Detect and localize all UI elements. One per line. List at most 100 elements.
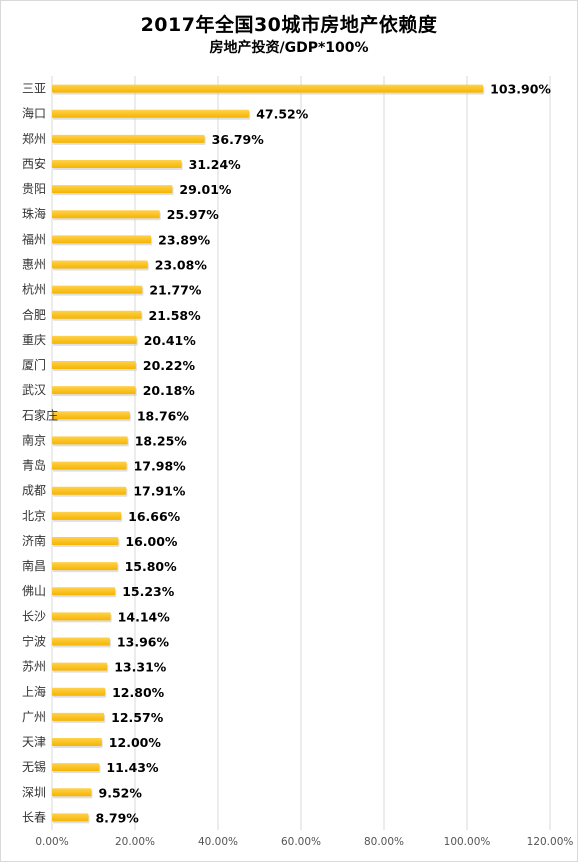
bar bbox=[52, 134, 205, 143]
x-tick-label: 100.00% bbox=[444, 836, 491, 848]
data-label: 15.23% bbox=[122, 584, 175, 599]
data-label: 14.14% bbox=[118, 609, 171, 624]
x-tick-label: 20.00% bbox=[115, 836, 155, 848]
bar bbox=[52, 637, 110, 646]
bar bbox=[52, 159, 182, 168]
data-label: 13.96% bbox=[117, 635, 170, 650]
category-label: 佛山 bbox=[22, 584, 46, 598]
bar bbox=[52, 813, 89, 822]
bar bbox=[52, 712, 105, 721]
data-label: 21.58% bbox=[149, 308, 202, 323]
category-label: 海口 bbox=[22, 106, 46, 121]
category-label: 惠州 bbox=[22, 258, 46, 272]
category-label: 贵阳 bbox=[22, 182, 46, 196]
data-label: 16.66% bbox=[128, 509, 181, 524]
category-label: 无锡 bbox=[22, 759, 46, 774]
category-label: 三亚 bbox=[22, 82, 46, 96]
data-label: 36.79% bbox=[212, 132, 265, 147]
bar bbox=[52, 511, 122, 520]
bar bbox=[52, 235, 152, 244]
category-label: 南昌 bbox=[22, 558, 46, 573]
category-label: 珠海 bbox=[22, 206, 46, 221]
category-label: 长沙 bbox=[22, 609, 46, 623]
data-label: 23.89% bbox=[158, 232, 211, 247]
bar bbox=[52, 662, 108, 671]
category-label: 广州 bbox=[22, 710, 46, 724]
bar bbox=[52, 386, 136, 395]
x-tick-label: 60.00% bbox=[281, 836, 321, 848]
category-label: 天津 bbox=[22, 735, 46, 749]
bar bbox=[52, 486, 127, 495]
data-label: 15.80% bbox=[125, 559, 178, 574]
bar bbox=[52, 185, 173, 194]
bar bbox=[52, 461, 127, 470]
data-label: 18.76% bbox=[137, 408, 190, 423]
bar bbox=[52, 84, 484, 93]
category-label: 济南 bbox=[22, 533, 46, 548]
data-label: 29.01% bbox=[179, 182, 232, 197]
data-label: 9.52% bbox=[99, 785, 143, 800]
data-label: 21.77% bbox=[149, 283, 202, 298]
bar bbox=[52, 687, 106, 696]
data-label: 12.80% bbox=[112, 685, 165, 700]
data-label: 31.24% bbox=[189, 157, 242, 172]
bar bbox=[52, 536, 119, 545]
bar bbox=[52, 436, 128, 445]
category-label: 福州 bbox=[22, 231, 46, 246]
data-label: 12.00% bbox=[109, 735, 162, 750]
category-label: 上海 bbox=[22, 684, 46, 699]
category-label: 重庆 bbox=[22, 333, 46, 347]
data-label: 16.00% bbox=[125, 534, 178, 549]
data-label: 17.91% bbox=[133, 484, 186, 499]
bar bbox=[52, 612, 111, 621]
category-label: 杭州 bbox=[22, 282, 46, 297]
chart-title: 2017年全国30城市房地产依赖度 bbox=[140, 14, 438, 36]
category-label: 北京 bbox=[22, 509, 46, 523]
bar bbox=[52, 109, 250, 118]
category-label: 长春 bbox=[22, 810, 46, 824]
category-label: 合肥 bbox=[22, 307, 46, 322]
chart-subtitle: 房地产投资/GDP*100% bbox=[209, 40, 369, 56]
bar bbox=[52, 738, 102, 747]
bar bbox=[52, 285, 143, 294]
bar bbox=[52, 335, 137, 344]
data-label: 47.52% bbox=[256, 107, 309, 122]
category-label: 郑州 bbox=[22, 131, 46, 146]
bar bbox=[52, 310, 142, 319]
x-tick-label: 0.00% bbox=[35, 836, 68, 848]
x-tick-label: 40.00% bbox=[198, 836, 238, 848]
data-label: 12.57% bbox=[111, 710, 164, 725]
category-label: 武汉 bbox=[22, 383, 46, 397]
category-label: 成都 bbox=[22, 484, 46, 498]
category-label: 西安 bbox=[22, 156, 46, 171]
bar bbox=[52, 260, 148, 269]
bar bbox=[52, 562, 118, 571]
x-tick-label: 120.00% bbox=[527, 836, 574, 848]
category-label: 厦门 bbox=[22, 357, 46, 372]
data-label: 20.18% bbox=[143, 383, 196, 398]
category-label: 深圳 bbox=[22, 785, 46, 799]
bar bbox=[52, 361, 136, 370]
category-label: 青岛 bbox=[22, 458, 46, 473]
category-label: 石家庄 bbox=[22, 407, 58, 422]
category-label: 宁波 bbox=[22, 634, 46, 649]
bar bbox=[52, 210, 160, 219]
bar bbox=[52, 763, 100, 772]
category-label: 苏州 bbox=[22, 660, 46, 674]
bar bbox=[52, 411, 130, 420]
bar bbox=[52, 587, 116, 596]
category-label: 南京 bbox=[22, 432, 46, 447]
data-label: 17.98% bbox=[134, 459, 187, 474]
data-label: 25.97% bbox=[167, 207, 220, 222]
data-label: 13.31% bbox=[114, 660, 167, 675]
bar bbox=[52, 788, 92, 797]
data-label: 11.43% bbox=[106, 760, 159, 775]
data-label: 20.22% bbox=[143, 358, 196, 373]
data-label: 20.41% bbox=[144, 333, 197, 348]
data-label: 103.90% bbox=[490, 82, 551, 97]
data-label: 23.08% bbox=[155, 258, 208, 273]
data-label: 18.25% bbox=[135, 433, 188, 448]
x-tick-label: 80.00% bbox=[364, 836, 404, 848]
data-label: 8.79% bbox=[95, 810, 139, 825]
